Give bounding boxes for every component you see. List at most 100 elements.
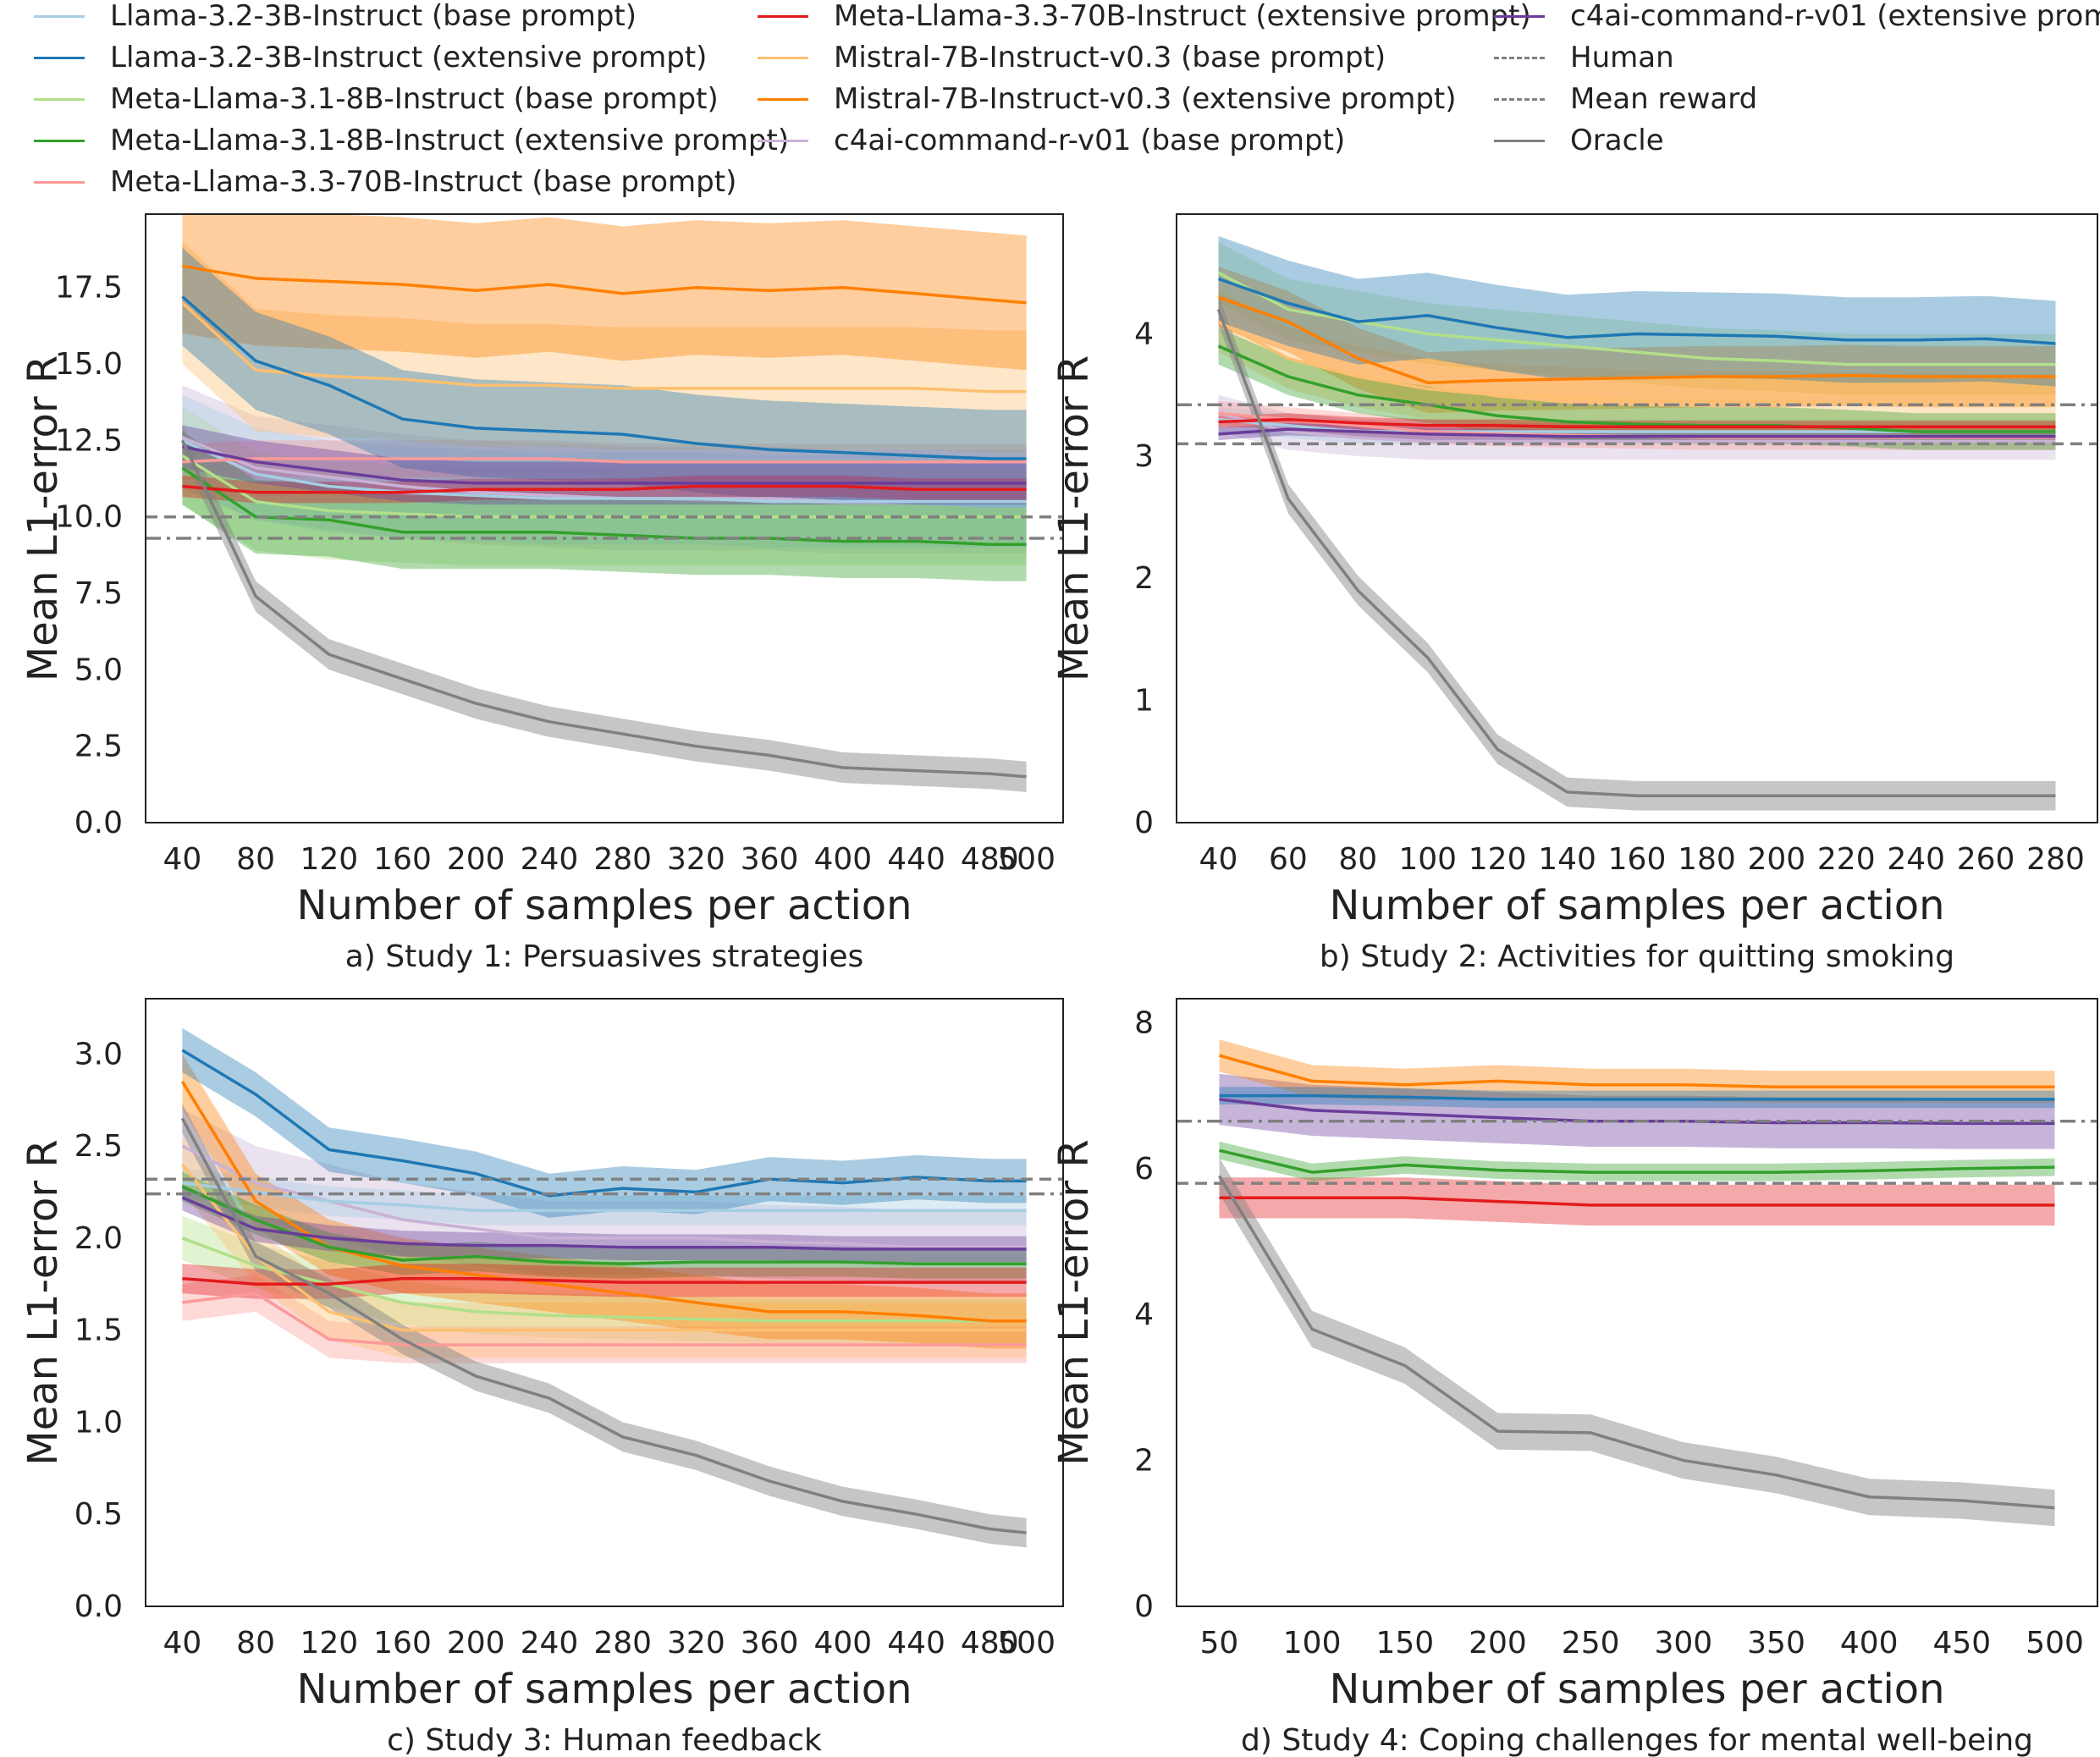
- line-oracle: [180, 1117, 1027, 1534]
- band-oracle: [182, 425, 1027, 792]
- legend-swatch: [1494, 14, 1545, 18]
- line-l33e: [182, 1276, 1027, 1286]
- legend-swatch: [758, 139, 808, 142]
- y-tick-label: 0.0: [74, 806, 123, 840]
- plot-frame: [1176, 998, 2098, 1607]
- legend-label: c4ai-command-r-v01 (extensive prompt): [1570, 0, 2100, 33]
- x-tick-label: 400: [813, 1626, 872, 1661]
- plot-frame: [145, 213, 1064, 823]
- plot-frame: [1176, 213, 2098, 823]
- line-oracle: [180, 439, 1027, 779]
- x-axis-title: Number of samples per action: [1329, 882, 1944, 929]
- line-m7b: [181, 301, 1027, 394]
- x-tick-label: 350: [1747, 1626, 1805, 1661]
- legend-swatch: [34, 180, 85, 184]
- band-c4b: [182, 1109, 1027, 1285]
- x-tick-label: 50: [1200, 1626, 1239, 1661]
- x-tick-label: 60: [1269, 842, 1308, 877]
- line-oracle: [1218, 1175, 2055, 1510]
- legend-swatch: [1494, 139, 1545, 142]
- x-tick-label: 150: [1375, 1626, 1434, 1661]
- x-tick-label: 160: [1608, 842, 1667, 877]
- legend-label: Mean reward: [1570, 82, 1758, 116]
- line-l32e: [181, 295, 1027, 460]
- y-tick-label: 7.5: [74, 576, 123, 611]
- x-tick-label: 200: [1469, 1626, 1527, 1661]
- legend-item-mean: Mean reward: [1494, 79, 1757, 119]
- x-tick-label: 140: [1538, 842, 1596, 877]
- band-l33b: [182, 1275, 1027, 1363]
- legend-label: Oracle: [1570, 124, 1664, 157]
- y-tick-label: 12.5: [55, 423, 123, 458]
- legend-label: Mistral-7B-Instruct-v0.3 (extensive prom…: [834, 82, 1457, 116]
- legend-swatch: [758, 97, 808, 101]
- panel-caption: a) Study 1: Persuasives strategies: [345, 939, 864, 974]
- band-l31e: [1218, 328, 2056, 450]
- y-tick-label: 0.5: [74, 1497, 123, 1532]
- y-tick-label: 10.0: [55, 500, 123, 535]
- x-tick-label: 480: [961, 1626, 1019, 1661]
- legend-swatch: [34, 139, 85, 142]
- band-c4b: [182, 385, 1027, 554]
- legend-item-l32b: Llama-3.2-3B-Instruct (base prompt): [34, 0, 637, 36]
- y-axis-title: Mean L1-error R: [19, 355, 67, 681]
- legend-item-l33e: Meta-Llama-3.3-70B-Instruct (extensive p…: [758, 0, 1531, 36]
- x-tick-label: 240: [521, 1626, 579, 1661]
- legend-label: Human: [1570, 41, 1674, 74]
- x-tick-label: 480: [961, 842, 1019, 877]
- band-m7b: [182, 241, 1027, 453]
- x-tick-label: 220: [1817, 842, 1876, 877]
- x-tick-label: 80: [236, 1626, 275, 1661]
- x-tick-label: 80: [236, 842, 275, 877]
- legend-item-oracle: Oracle: [1494, 120, 1664, 161]
- x-tick-label: 80: [1338, 842, 1377, 877]
- panel-caption: d) Study 4: Coping challenges for mental…: [1241, 1723, 2033, 1757]
- legend-label: Meta-Llama-3.1-8B-Instruct (base prompt): [110, 82, 719, 116]
- y-tick-label: 2: [1134, 1444, 1154, 1479]
- legend-item-l31b: Meta-Llama-3.1-8B-Instruct (base prompt): [34, 79, 719, 119]
- y-tick-label: 0: [1134, 1589, 1154, 1624]
- legend: Llama-3.2-3B-Instruct (base prompt) Llama…: [0, 0, 2100, 203]
- line-c4e: [182, 444, 1027, 485]
- panel-caption: b) Study 2: Activities for quitting smok…: [1320, 939, 1954, 974]
- line-l31e: [181, 1185, 1027, 1266]
- x-tick-label: 200: [447, 842, 505, 877]
- legend-label: Llama-3.2-3B-Instruct (extensive prompt): [110, 41, 708, 74]
- y-tick-label: 0: [1134, 806, 1154, 840]
- plot-area: [146, 1027, 1063, 1548]
- y-tick-label: 17.5: [55, 271, 123, 306]
- band-oracle: [1219, 1157, 2055, 1527]
- band-l32b: [182, 394, 1027, 548]
- y-axis-title: Mean L1-error R: [19, 1139, 67, 1465]
- line-m7e: [1219, 1054, 2055, 1089]
- y-tick-label: 1: [1134, 684, 1154, 719]
- line-l32e: [1217, 277, 2056, 345]
- x-tick-label: 500: [997, 1626, 1056, 1661]
- x-tick-label: 40: [163, 1626, 201, 1661]
- x-axis-title: Number of samples per action: [296, 882, 912, 929]
- band-l32e: [1219, 1087, 2055, 1109]
- y-tick-label: 4: [1134, 1297, 1154, 1332]
- line-l33b: [182, 1292, 1027, 1347]
- x-tick-label: 360: [741, 842, 799, 877]
- line-c4e: [181, 1196, 1027, 1251]
- x-tick-label: 500: [997, 842, 1056, 877]
- x-tick-label: 440: [887, 1626, 945, 1661]
- x-tick-label: 120: [300, 842, 358, 877]
- line-m7b: [181, 1163, 1027, 1332]
- band-l31b: [182, 406, 1027, 566]
- x-tick-label: 320: [667, 842, 725, 877]
- y-tick-label: 2.5: [74, 730, 123, 764]
- x-tick-label: 240: [1887, 842, 1945, 877]
- legend-swatch: [1494, 56, 1545, 59]
- plot-frame: [145, 998, 1064, 1607]
- legend-swatch: [1494, 97, 1545, 101]
- line-l33e: [182, 484, 1027, 494]
- y-tick-label: 2.5: [74, 1129, 123, 1164]
- x-tick-label: 240: [521, 842, 579, 877]
- legend-item-m7b: Mistral-7B-Instruct-v0.3 (base prompt): [758, 37, 1386, 78]
- x-axis-title: Number of samples per action: [296, 1666, 912, 1713]
- legend-item-m7e: Mistral-7B-Instruct-v0.3 (extensive prom…: [758, 79, 1457, 119]
- band-m7b: [1218, 291, 2056, 436]
